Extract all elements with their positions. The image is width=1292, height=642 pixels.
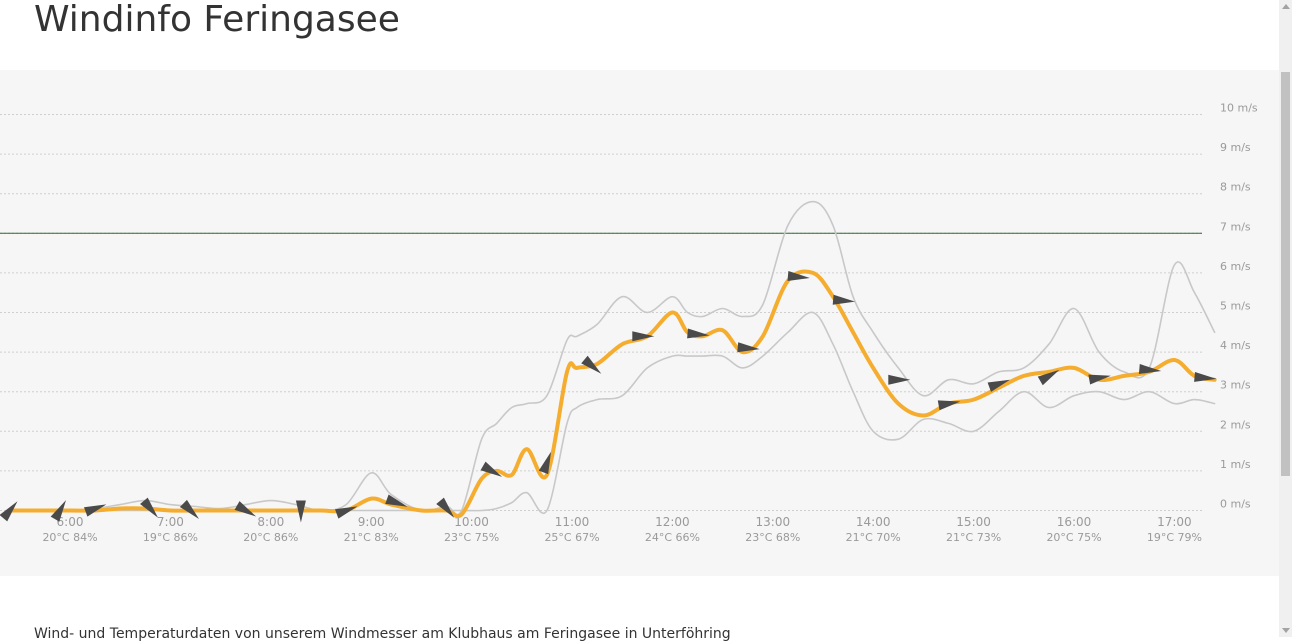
wind-direction-marker: [234, 501, 257, 517]
x-tick-temp-humidity: 25°C 67%: [544, 531, 599, 544]
wind-direction-marker: [787, 271, 810, 282]
y-tick-label: 6 m/s: [1220, 260, 1251, 273]
wind-direction-marker: [83, 504, 107, 517]
wind-direction-marker: [1138, 364, 1162, 375]
y-tick-label: 3 m/s: [1220, 379, 1251, 392]
x-tick-time: 7:00: [157, 515, 184, 529]
x-tick-time: 13:00: [756, 515, 791, 529]
x-tick-temp-humidity: 23°C 75%: [444, 531, 499, 544]
scroll-up-arrow-icon[interactable]: [1282, 4, 1290, 9]
wind-direction-marker: [385, 494, 408, 507]
series-line-average: [7, 269, 1217, 519]
x-tick-temp-humidity: 19°C 79%: [1147, 531, 1202, 544]
x-tick-time: 12:00: [655, 515, 690, 529]
y-tick-label: 1 m/s: [1220, 458, 1251, 471]
series-lines: [7, 200, 1217, 519]
y-tick-label: 10 m/s: [1220, 102, 1258, 115]
x-tick-temp-humidity: 24°C 66%: [645, 531, 700, 544]
x-tick-time: 17:00: [1157, 515, 1192, 529]
wind-direction-marker: [334, 506, 358, 519]
y-tick-label: 8 m/s: [1220, 181, 1251, 194]
x-tick-time: 6:00: [57, 515, 84, 529]
x-tick-temp-humidity: 21°C 83%: [344, 531, 399, 544]
x-tick-time: 11:00: [555, 515, 590, 529]
wind-direction-markers: [0, 271, 1217, 523]
scroll-thumb[interactable]: [1281, 72, 1290, 476]
wind-direction-marker: [538, 451, 552, 475]
wind-direction-marker: [987, 379, 1010, 392]
wind-direction-marker: [937, 400, 961, 411]
x-tick-temp-humidity: 20°C 75%: [1046, 531, 1101, 544]
page-title: Windinfo Feringasee: [34, 0, 400, 40]
y-tick-label: 5 m/s: [1220, 300, 1251, 313]
wind-direction-marker: [1194, 371, 1217, 382]
y-axis-ticks: 0 m/s 1 m/s 2 m/s 3 m/s 4 m/s 5 m/s 6 m/s 7 m/s…: [1220, 102, 1258, 511]
scroll-down-arrow-icon[interactable]: [1282, 628, 1290, 633]
wind-direction-marker: [140, 497, 159, 518]
x-tick-temp-humidity: 21°C 73%: [946, 531, 1001, 544]
x-tick-temp-humidity: 21°C 70%: [846, 531, 901, 544]
y-tick-label: 2 m/s: [1220, 418, 1251, 431]
x-tick-time: 8:00: [257, 515, 284, 529]
x-tick-time: 9:00: [358, 515, 385, 529]
y-tick-label: 4 m/s: [1220, 339, 1251, 352]
x-tick-time: 16:00: [1057, 515, 1092, 529]
wind-direction-marker: [832, 294, 856, 305]
wind-chart: 0 m/s 1 m/s 2 m/s 3 m/s 4 m/s 5 m/s 6 m/s 7 m/s…: [0, 102, 1258, 544]
x-tick-time: 14:00: [856, 515, 891, 529]
wind-direction-marker: [581, 355, 602, 374]
wind-direction-marker: [687, 328, 710, 339]
x-tick-time: 15:00: [956, 515, 991, 529]
y-tick-label: 7 m/s: [1220, 220, 1251, 233]
wind-direction-marker: [50, 500, 66, 522]
x-tick-temp-humidity: 20°C 86%: [243, 531, 298, 544]
wind-direction-marker: [632, 331, 655, 342]
x-tick-temp-humidity: 23°C 68%: [745, 531, 800, 544]
page-description: Wind- und Temperaturdaten von unserem Wi…: [34, 626, 731, 642]
series-line-minimum: [9, 311, 1216, 514]
x-tick-temp-humidity: 20°C 84%: [42, 531, 97, 544]
wind-direction-marker: [888, 374, 911, 385]
wind-direction-marker: [1037, 369, 1060, 386]
series-line-gust: [9, 200, 1216, 516]
wind-direction-marker: [737, 342, 760, 353]
y-tick-label: 0 m/s: [1220, 498, 1251, 511]
wind-chart-panel: 0 m/s 1 m/s 2 m/s 3 m/s 4 m/s 5 m/s 6 m/s 7 m/s…: [0, 70, 1279, 576]
gridlines: [0, 114, 1202, 511]
wind-direction-marker: [436, 497, 455, 518]
x-tick-time: 10:00: [454, 515, 489, 529]
y-tick-label: 9 m/s: [1220, 141, 1251, 154]
wind-direction-marker: [0, 501, 18, 522]
wind-direction-marker: [480, 461, 503, 477]
wind-direction-marker: [295, 500, 306, 523]
wind-direction-marker: [1088, 374, 1111, 385]
wind-direction-marker: [179, 499, 199, 519]
x-tick-temp-humidity: 19°C 86%: [143, 531, 198, 544]
vertical-scrollbar[interactable]: [1279, 0, 1292, 637]
